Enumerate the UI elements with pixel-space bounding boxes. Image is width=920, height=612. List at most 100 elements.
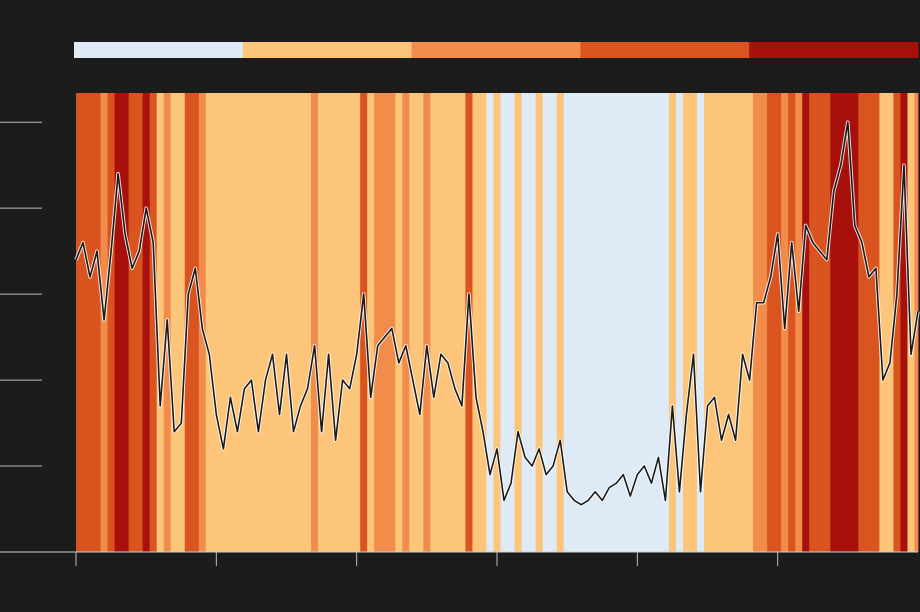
stripe xyxy=(367,93,375,552)
stripe xyxy=(633,93,642,552)
stripe xyxy=(114,93,123,552)
legend-swatch xyxy=(242,42,413,58)
stripe xyxy=(689,93,698,552)
stripe xyxy=(275,93,284,552)
stripe xyxy=(528,93,536,552)
data-line xyxy=(75,121,919,506)
stripe xyxy=(830,93,838,552)
legend xyxy=(74,42,919,58)
stripe xyxy=(388,93,396,552)
stripe xyxy=(767,93,775,552)
stripe xyxy=(668,93,677,552)
axes xyxy=(0,121,918,566)
stripe xyxy=(76,93,80,552)
stripe xyxy=(760,93,768,552)
stripe xyxy=(879,93,887,552)
stripe xyxy=(865,93,873,552)
stripe xyxy=(753,93,761,552)
stripe xyxy=(451,93,459,552)
plot xyxy=(74,120,920,507)
stripe xyxy=(479,93,487,552)
stripe xyxy=(556,93,565,552)
stripe xyxy=(549,93,558,552)
stripe xyxy=(696,93,705,552)
stripe xyxy=(304,93,312,552)
stripe xyxy=(332,93,340,552)
stripe xyxy=(135,93,144,552)
stripe xyxy=(290,93,298,552)
stripe xyxy=(177,93,186,552)
legend-swatch xyxy=(74,42,244,58)
stripe xyxy=(626,93,635,552)
stripe xyxy=(640,93,649,552)
stripe xyxy=(381,93,389,552)
legend-swatch xyxy=(580,42,750,58)
stripe xyxy=(297,93,305,552)
stripe xyxy=(619,93,628,552)
stripe xyxy=(254,93,263,552)
stripe xyxy=(795,93,803,552)
stripe xyxy=(486,93,494,552)
stripe xyxy=(500,93,508,552)
stripe xyxy=(725,93,733,552)
stripe xyxy=(205,93,214,552)
stripe xyxy=(886,93,894,552)
stripe xyxy=(107,93,115,552)
stripe xyxy=(823,93,831,552)
stripe xyxy=(521,93,529,552)
stripe xyxy=(844,93,852,552)
stripe xyxy=(872,93,880,552)
stripe xyxy=(654,93,663,552)
stripe xyxy=(514,93,522,552)
stripe xyxy=(395,93,403,552)
stripe xyxy=(605,93,614,552)
stripe xyxy=(233,93,242,552)
stripe xyxy=(732,93,740,552)
stripe xyxy=(261,93,270,552)
stripe xyxy=(212,93,221,552)
stripe xyxy=(718,93,726,552)
stripe xyxy=(682,93,691,552)
stripe xyxy=(226,93,235,552)
stripe xyxy=(318,93,326,552)
stripe xyxy=(893,93,901,552)
stripe xyxy=(402,93,410,552)
stripe xyxy=(416,93,424,552)
stripe xyxy=(535,93,544,552)
stripe xyxy=(577,93,586,552)
stripe xyxy=(170,93,179,552)
stripe xyxy=(247,93,256,552)
stripe xyxy=(430,93,438,552)
stripe xyxy=(472,93,480,552)
stripe xyxy=(100,93,108,552)
stripe xyxy=(458,93,466,552)
stripes xyxy=(76,93,919,552)
stripe xyxy=(809,93,817,552)
stripe xyxy=(584,93,593,552)
stripe xyxy=(788,93,796,552)
stripe xyxy=(325,93,333,552)
stripe xyxy=(374,93,382,552)
stripe xyxy=(311,93,319,552)
stripe xyxy=(346,93,354,552)
stripe xyxy=(240,93,249,552)
stripe xyxy=(353,93,361,552)
stripe xyxy=(268,93,277,552)
stripe xyxy=(339,93,347,552)
stripe xyxy=(802,93,810,552)
stripe xyxy=(661,93,670,552)
stripe xyxy=(409,93,417,552)
stripe xyxy=(816,93,824,552)
stripe xyxy=(142,93,151,552)
stripe xyxy=(612,93,621,552)
stripe xyxy=(570,93,579,552)
stripe xyxy=(444,93,452,552)
stripe xyxy=(675,93,684,552)
stripe xyxy=(86,93,94,552)
stripe xyxy=(851,93,859,552)
stripe xyxy=(598,93,607,552)
stripe xyxy=(93,93,101,552)
stripe xyxy=(591,93,600,552)
